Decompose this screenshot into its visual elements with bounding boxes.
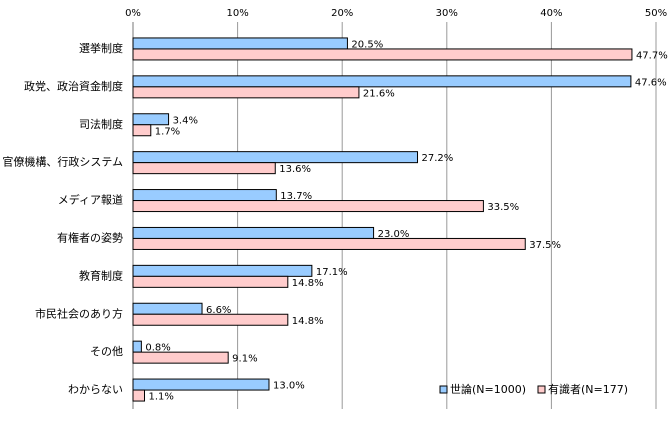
value-label: 3.4% — [173, 115, 198, 126]
category-label: 市民社会のあり方 — [35, 306, 123, 320]
value-label: 17.1% — [316, 267, 348, 278]
category-label: 司法制度 — [79, 117, 123, 131]
value-label: 37.5% — [529, 240, 561, 251]
bar — [132, 226, 375, 239]
value-label: 0.8% — [145, 343, 170, 354]
bar — [132, 86, 360, 99]
value-label: 13.0% — [273, 381, 305, 392]
value-label: 14.8% — [292, 278, 324, 289]
bar — [132, 75, 632, 88]
x-tick-label: 30% — [436, 8, 458, 19]
x-tick-label: 0% — [125, 8, 141, 19]
bar — [132, 200, 484, 213]
bar — [132, 275, 289, 288]
bar — [132, 48, 633, 61]
bar — [132, 124, 152, 137]
value-label: 23.0% — [378, 229, 410, 240]
category-label: 有権者の姿勢 — [57, 230, 123, 244]
bar — [132, 189, 277, 202]
bar — [132, 313, 289, 326]
value-label: 47.7% — [636, 50, 668, 61]
bar — [132, 351, 229, 364]
bar — [132, 162, 276, 175]
legend-label: 世論(N=1000) — [450, 382, 526, 396]
value-label: 20.5% — [351, 39, 383, 50]
bar — [132, 389, 146, 402]
value-label: 21.6% — [363, 88, 395, 99]
x-tick-label: 40% — [540, 8, 562, 19]
value-label: 27.2% — [422, 153, 454, 164]
legend-swatch — [439, 385, 448, 394]
value-label: 9.1% — [232, 354, 257, 365]
bar — [132, 264, 313, 277]
value-label: 47.6% — [635, 77, 667, 88]
category-label: 選挙制度 — [79, 41, 123, 55]
category-label: 政党、政治資金制度 — [24, 79, 123, 93]
bar — [132, 151, 419, 164]
value-label: 1.1% — [149, 392, 174, 403]
category-label: わからない — [68, 383, 123, 396]
value-label: 6.6% — [206, 305, 231, 316]
value-label: 14.8% — [292, 316, 324, 327]
bar — [132, 37, 348, 50]
category-label: 教育制度 — [79, 268, 123, 282]
bar — [132, 378, 270, 391]
x-tick-label: 20% — [331, 8, 353, 19]
x-tick-label: 10% — [226, 8, 248, 19]
bar — [132, 113, 170, 126]
category-label: その他 — [90, 345, 123, 358]
value-label: 13.6% — [279, 164, 311, 175]
bar — [132, 340, 142, 353]
category-label: メディア報道 — [58, 193, 123, 207]
value-label: 1.7% — [155, 126, 180, 137]
value-label: 33.5% — [487, 202, 519, 213]
x-tick-label: 50% — [645, 8, 667, 19]
value-label: 13.7% — [280, 191, 312, 202]
legend-label: 有識者(N=177) — [548, 382, 628, 396]
category-label: 官僚機構、行政システム — [2, 155, 123, 169]
bar — [132, 237, 526, 250]
bar — [132, 302, 203, 315]
legend-swatch — [537, 385, 546, 394]
